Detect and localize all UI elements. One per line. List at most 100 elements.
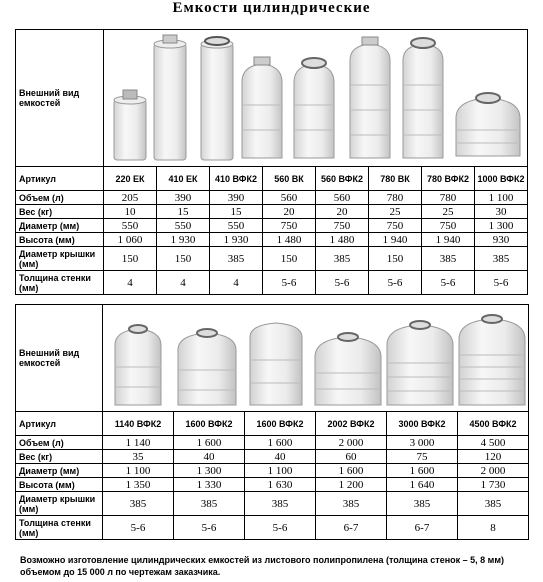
diameter-cell: 550 xyxy=(156,218,210,233)
wall-cell: 5-6 xyxy=(368,270,422,295)
label-article: Артикул xyxy=(15,166,104,191)
diameter-cell: 550 xyxy=(103,218,157,233)
row-appearance: Внешний вид емкостей xyxy=(15,304,530,412)
article-cell: 410 ЕК xyxy=(156,166,210,191)
tank-410-ek-image xyxy=(153,34,187,161)
height-cell: 1 480 xyxy=(315,232,369,247)
label-lid: Диаметр крышки (мм) xyxy=(15,491,103,516)
volume-cell: 1 600 xyxy=(173,435,245,450)
row-volume: Объем (л) 205 390 390 560 560 780 780 1 … xyxy=(15,190,528,205)
diameter-cell: 2 000 xyxy=(456,463,530,478)
article-cell: 2002 ВФК2 xyxy=(315,411,387,436)
wall-cell: 4 xyxy=(156,270,210,295)
row-weight: Вес (кг) 10 15 15 20 20 25 25 30 xyxy=(15,204,528,219)
lid-cell: 385 xyxy=(244,491,316,516)
weight-cell: 30 xyxy=(474,204,528,219)
lid-cell: 385 xyxy=(421,246,475,271)
volume-cell: 390 xyxy=(209,190,263,205)
article-cell: 560 ВФК2 xyxy=(315,166,369,191)
diameter-cell: 1 300 xyxy=(474,218,528,233)
article-cell: 3000 ВФК2 xyxy=(386,411,458,436)
label-lid: Диаметр крышки (мм) xyxy=(15,246,104,271)
custom-order-note: Возможно изготовление цилиндрических емк… xyxy=(20,555,504,577)
diameter-cell: 750 xyxy=(262,218,316,233)
lid-cell: 150 xyxy=(262,246,316,271)
volume-cell: 560 xyxy=(315,190,369,205)
article-cell: 780 ВФК2 xyxy=(421,166,475,191)
tank-images-1 xyxy=(103,29,528,167)
weight-cell: 120 xyxy=(456,449,530,464)
tank-1600-vfk2-image xyxy=(249,322,303,406)
wall-cell: 5-6 xyxy=(173,515,245,540)
row-wall: Толщина стенки (мм) 4 4 4 5-6 5-6 5-6 5-… xyxy=(15,270,528,295)
tank-illustrations xyxy=(114,314,526,406)
tank-2002-vfk2-image xyxy=(314,332,382,406)
wall-cell: 5-6 xyxy=(474,270,528,295)
height-cell: 1 480 xyxy=(262,232,316,247)
weight-cell: 25 xyxy=(421,204,475,219)
volume-cell: 780 xyxy=(421,190,475,205)
tank-1140-vfk2-image xyxy=(114,324,162,406)
height-cell: 1 730 xyxy=(456,477,530,492)
wall-cell: 6-7 xyxy=(315,515,387,540)
weight-cell: 35 xyxy=(102,449,174,464)
label-weight: Вес (кг) xyxy=(15,204,104,219)
article-cell: 780 ВК xyxy=(368,166,422,191)
height-cell: 1 330 xyxy=(173,477,245,492)
label-height: Высота (мм) xyxy=(15,232,104,247)
label-wall: Толщина стенки (мм) xyxy=(15,270,104,295)
lid-cell: 385 xyxy=(315,491,387,516)
article-cell: 1600 ВФК2 xyxy=(173,411,245,436)
label-diameter: Диаметр (мм) xyxy=(15,218,104,233)
height-cell: 1 930 xyxy=(209,232,263,247)
volume-cell: 205 xyxy=(103,190,157,205)
wall-cell: 4 xyxy=(103,270,157,295)
weight-cell: 15 xyxy=(156,204,210,219)
height-cell: 1 060 xyxy=(103,232,157,247)
row-height: Высота (мм) 1 060 1 930 1 930 1 480 1 48… xyxy=(15,232,528,247)
tank-3000-vfk2-image xyxy=(386,320,454,406)
weight-cell: 60 xyxy=(315,449,387,464)
diameter-cell: 550 xyxy=(209,218,263,233)
tank-1000-vfk2-image xyxy=(455,92,521,157)
row-wall: Толщина стенки (мм) 5-6 5-6 5-6 6-7 6-7 … xyxy=(15,515,530,540)
wall-cell: 5-6 xyxy=(315,270,369,295)
lid-cell: 385 xyxy=(474,246,528,271)
height-cell: 1 640 xyxy=(386,477,458,492)
wall-cell: 8 xyxy=(456,515,530,540)
height-cell: 1 940 xyxy=(421,232,475,247)
height-cell: 1 630 xyxy=(244,477,316,492)
weight-cell: 10 xyxy=(103,204,157,219)
tank-1600-vfk2-image xyxy=(177,328,237,406)
page-title: Емкости цилиндрические xyxy=(172,0,371,16)
label-appearance: Внешний вид емкостей xyxy=(15,29,104,167)
tank-spec-table-2: Внешний вид емкостей xyxy=(15,304,530,540)
lid-cell: 385 xyxy=(315,246,369,271)
volume-cell: 2 000 xyxy=(315,435,387,450)
lid-cell: 385 xyxy=(456,491,530,516)
label-article: Артикул xyxy=(15,411,103,436)
row-volume: Объем (л) 1 140 1 600 1 600 2 000 3 000 … xyxy=(15,435,530,450)
diameter-cell: 1 600 xyxy=(386,463,458,478)
article-cell: 220 ЕК xyxy=(103,166,157,191)
weight-cell: 40 xyxy=(244,449,316,464)
tank-560-vfk2-image xyxy=(293,57,335,159)
lid-cell: 385 xyxy=(386,491,458,516)
weight-cell: 25 xyxy=(368,204,422,219)
height-cell: 1 940 xyxy=(368,232,422,247)
weight-cell: 40 xyxy=(173,449,245,464)
wall-cell: 5-6 xyxy=(244,515,316,540)
weight-cell: 20 xyxy=(315,204,369,219)
volume-cell: 390 xyxy=(156,190,210,205)
weight-cell: 75 xyxy=(386,449,458,464)
volume-cell: 1 100 xyxy=(474,190,528,205)
label-volume: Объем (л) xyxy=(15,190,104,205)
tank-images-2 xyxy=(101,304,530,412)
tank-4500-vfk2-image xyxy=(458,314,526,406)
tank-410-vfk2-image xyxy=(200,36,234,161)
wall-cell: 4 xyxy=(209,270,263,295)
tank-780-vfk2-image xyxy=(402,37,444,159)
row-diameter: Диаметр (мм) 1 100 1 300 1 100 1 600 1 6… xyxy=(15,463,530,478)
height-cell: 1 350 xyxy=(102,477,174,492)
row-weight: Вес (кг) 35 40 40 60 75 120 xyxy=(15,449,530,464)
